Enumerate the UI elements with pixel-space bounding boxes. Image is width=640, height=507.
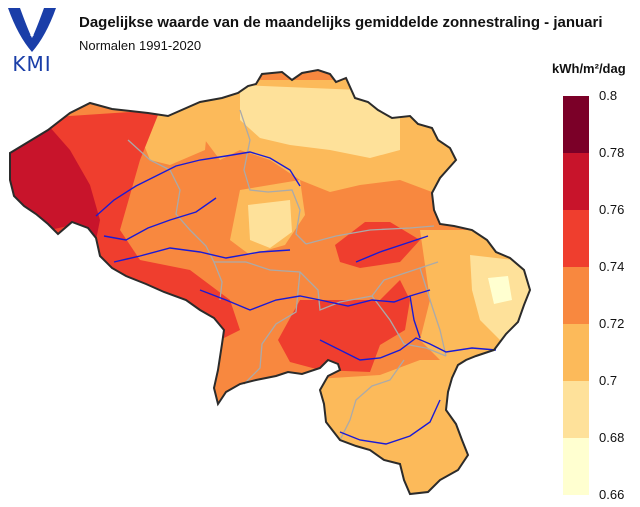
kmi-logo bbox=[8, 8, 56, 52]
legend-swatch bbox=[563, 153, 589, 210]
zone-066-068-east bbox=[488, 276, 512, 304]
zone-068-070-centre bbox=[248, 200, 292, 248]
zone-070-072-south bbox=[300, 360, 470, 494]
rivers bbox=[95, 151, 497, 445]
legend-swatch bbox=[563, 381, 589, 438]
legend-swatch bbox=[563, 267, 589, 324]
legend-tick-label: 0.66 bbox=[599, 487, 625, 502]
legend-unit: kWh/m²/dag bbox=[552, 61, 626, 76]
legend-tick-label: 0.78 bbox=[599, 145, 625, 160]
zone-068-070-north bbox=[240, 85, 400, 158]
legend-swatch bbox=[563, 438, 589, 495]
legend-tick-label: 0.68 bbox=[599, 430, 625, 445]
map-subtitle: Normalen 1991-2020 bbox=[79, 38, 202, 53]
legend-tick-label: 0.76 bbox=[599, 202, 625, 217]
province-boundaries bbox=[127, 109, 447, 441]
legend-swatch bbox=[563, 324, 589, 381]
legend-tick-label: 0.74 bbox=[599, 259, 625, 274]
kmi-logo-text: KMI bbox=[12, 52, 52, 76]
radiation-field bbox=[10, 70, 530, 494]
belgium-border bbox=[9, 68, 532, 496]
legend-tick-label: 0.7 bbox=[599, 373, 618, 388]
legend-tick-label: 0.72 bbox=[599, 316, 625, 331]
legend-tick-label: 0.8 bbox=[599, 88, 618, 103]
legend-swatch bbox=[563, 210, 589, 267]
legend-swatch bbox=[563, 96, 589, 153]
map-title: Dagelijkse waarde van de maandelijks gem… bbox=[79, 14, 603, 31]
zone-074-076-centre bbox=[335, 222, 420, 268]
kmi-logo-mark bbox=[8, 8, 56, 52]
